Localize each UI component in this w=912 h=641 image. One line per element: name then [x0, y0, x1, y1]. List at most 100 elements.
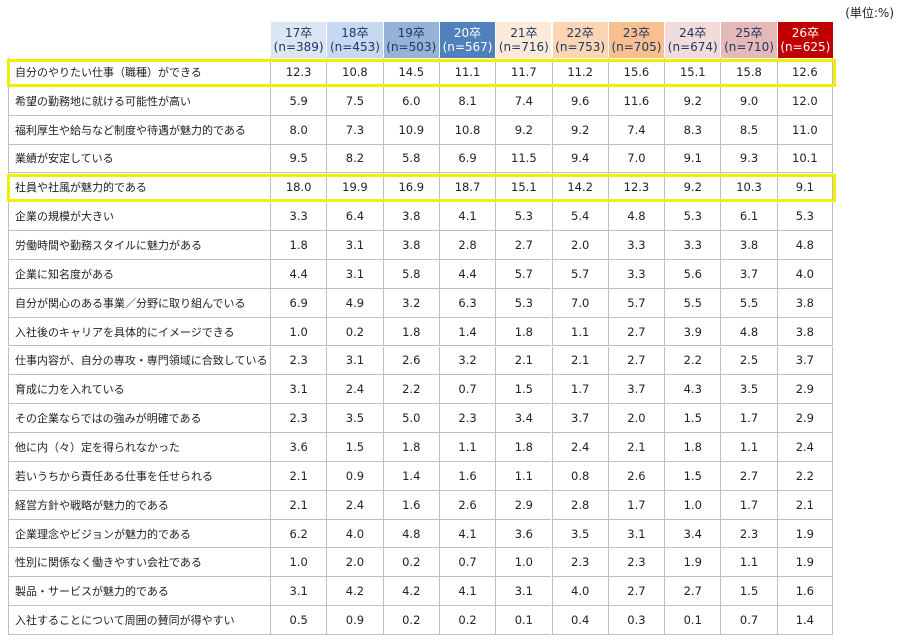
- row-label: 労働時間や勤務スタイルに魅力がある: [8, 231, 270, 260]
- column-header: 25卒 (n=710): [720, 22, 777, 58]
- cell-value: 4.1: [438, 577, 496, 607]
- row-label: 他に内（々）定を得られなかった: [8, 433, 270, 462]
- cell-value: 1.9: [776, 548, 833, 578]
- cell-value: 4.2: [326, 577, 383, 607]
- cell-value: 3.3: [270, 202, 327, 232]
- cell-value: 5.0: [382, 404, 439, 434]
- cell-value: 0.9: [326, 606, 383, 635]
- cell-value: 2.4: [551, 433, 608, 462]
- cell-value: 1.1: [720, 433, 777, 462]
- cell-value: 2.6: [607, 461, 665, 491]
- column-header: 19卒 (n=503): [382, 22, 439, 58]
- cell-value: 8.0: [270, 115, 327, 145]
- row-label: 仕事内容が、自分の専攻・専門領域に合致している: [8, 346, 270, 376]
- row-label: 製品・サービスが魅力的である: [8, 577, 270, 607]
- cell-value: 2.3: [551, 548, 608, 578]
- cell-value: 8.5: [720, 115, 777, 145]
- column-n: (n=753): [555, 40, 606, 54]
- cell-value: 7.0: [607, 144, 665, 174]
- cell-value: 4.9: [326, 288, 383, 318]
- cell-value: 0.2: [382, 606, 439, 635]
- cell-value: 6.9: [438, 144, 496, 174]
- cell-value: 4.8: [720, 317, 777, 347]
- column-year: 17卒: [285, 26, 313, 40]
- column-year: 22卒: [566, 26, 594, 40]
- cell-value: 9.0: [720, 86, 777, 116]
- cell-value: 0.2: [382, 548, 439, 578]
- cell-value: 3.4: [495, 404, 552, 434]
- cell-value: 3.1: [326, 259, 383, 289]
- cell-value: 10.8: [438, 115, 496, 145]
- cell-value: 1.7: [720, 490, 777, 520]
- cell-value: 6.3: [438, 288, 496, 318]
- cell-value: 6.1: [720, 202, 777, 232]
- cell-value: 5.6: [664, 259, 721, 289]
- cell-value: 2.6: [382, 346, 439, 376]
- cell-value: 2.5: [720, 346, 777, 376]
- cell-value: 3.7: [776, 346, 833, 376]
- cell-value: 2.4: [326, 490, 383, 520]
- cell-value: 2.0: [326, 548, 383, 578]
- cell-value: 2.2: [382, 375, 439, 405]
- cell-value: 2.1: [495, 346, 552, 376]
- column-n: (n=674): [667, 40, 718, 54]
- cell-value: 3.9: [664, 317, 721, 347]
- column-year: 21卒: [510, 26, 538, 40]
- cell-value: 5.8: [382, 259, 439, 289]
- cell-value: 2.0: [607, 404, 665, 434]
- cell-value: 0.1: [495, 606, 552, 635]
- cell-value: 5.7: [495, 259, 552, 289]
- cell-value: 4.8: [776, 231, 833, 260]
- cell-value: 0.1: [664, 606, 721, 635]
- column-year: 18卒: [341, 26, 369, 40]
- cell-value: 8.2: [326, 144, 383, 174]
- column-header: 26卒 (n=625): [776, 22, 833, 58]
- cell-value: 3.5: [326, 404, 383, 434]
- cell-value: 9.6: [551, 86, 608, 116]
- cell-value: 6.2: [270, 519, 327, 549]
- cell-value: 2.9: [495, 490, 552, 520]
- cell-value: 4.1: [438, 519, 496, 549]
- cell-value: 2.6: [438, 490, 496, 520]
- cell-value: 2.7: [607, 577, 665, 607]
- cell-value: 3.5: [551, 519, 608, 549]
- cell-value: 11.0: [776, 115, 833, 145]
- cell-value: 2.3: [438, 404, 496, 434]
- cell-value: 1.1: [495, 461, 552, 491]
- row-label: 性別に関係なく働きやすい会社である: [8, 548, 270, 578]
- cell-value: 0.7: [438, 375, 496, 405]
- cell-value: 9.3: [720, 144, 777, 174]
- cell-value: 2.0: [551, 231, 608, 260]
- cell-value: 3.4: [664, 519, 721, 549]
- cell-value: 8.1: [438, 86, 496, 116]
- column-year: 20卒: [453, 26, 482, 40]
- cell-value: 0.2: [438, 606, 496, 635]
- cell-value: 3.6: [270, 433, 327, 462]
- cell-value: 6.0: [382, 86, 439, 116]
- cell-value: 0.9: [326, 461, 383, 491]
- cell-value: 9.2: [664, 86, 721, 116]
- cell-value: 2.7: [607, 317, 665, 347]
- cell-value: 1.0: [270, 548, 327, 578]
- cell-value: 9.4: [551, 144, 608, 174]
- cell-value: 1.1: [438, 433, 496, 462]
- cell-value: 3.6: [495, 519, 552, 549]
- cell-value: 3.8: [382, 202, 439, 232]
- cell-value: 1.8: [382, 433, 439, 462]
- cell-value: 2.1: [270, 490, 327, 520]
- cell-value: 1.8: [382, 317, 439, 347]
- cell-value: 1.0: [270, 317, 327, 347]
- cell-value: 10.1: [776, 144, 833, 174]
- cell-value: 3.2: [438, 346, 496, 376]
- cell-value: 1.8: [270, 231, 327, 260]
- cell-value: 3.8: [382, 231, 439, 260]
- cell-value: 1.5: [664, 461, 721, 491]
- cell-value: 8.3: [664, 115, 721, 145]
- row-label: 育成に力を入れている: [8, 375, 270, 405]
- cell-value: 2.4: [776, 433, 833, 462]
- cell-value: 2.8: [438, 231, 496, 260]
- column-header: 20卒 (n=567): [438, 22, 496, 58]
- cell-value: 0.7: [720, 606, 777, 635]
- cell-value: 5.7: [607, 288, 665, 318]
